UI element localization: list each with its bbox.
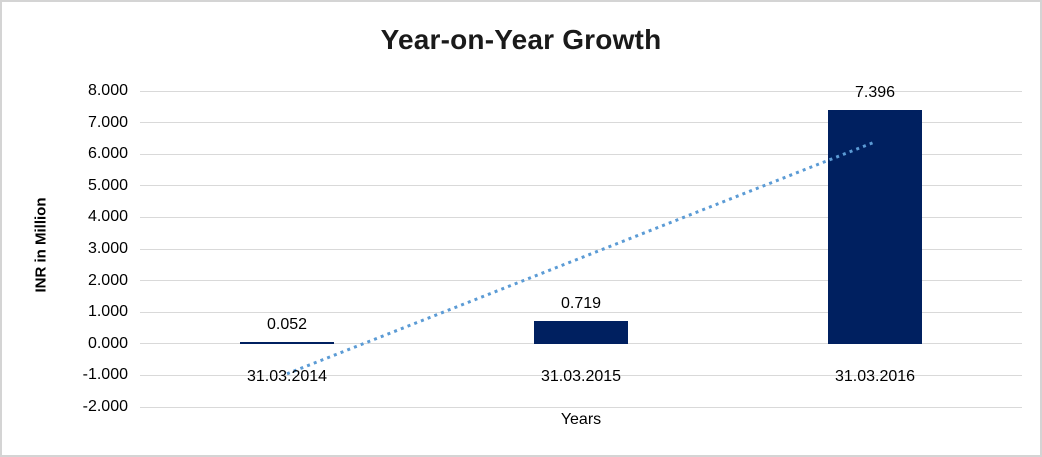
bar-value-label: 0.052 xyxy=(266,315,308,333)
gridline xyxy=(140,122,1022,124)
y-axis-tick-label: 6.000 xyxy=(87,145,128,163)
gridline xyxy=(140,374,1022,376)
y-axis-tick-label: 2.000 xyxy=(87,271,128,289)
bar-value-label: 0.719 xyxy=(560,295,602,313)
y-axis-tick-label: 1.000 xyxy=(87,303,128,321)
bar-value-label: 7.396 xyxy=(854,84,896,102)
y-axis-tick-label: -1.000 xyxy=(82,366,128,384)
y-axis-tick-label: 3.000 xyxy=(87,240,128,257)
bar xyxy=(828,110,922,344)
x-axis-category-label: 31.03.2014 xyxy=(246,367,328,385)
x-axis-title: Years xyxy=(560,411,602,428)
chart-title: Year-on-Year Growth xyxy=(380,24,662,55)
bar xyxy=(534,321,628,344)
y-axis-tick-label: 0.000 xyxy=(87,334,128,352)
y-axis-tick-label: 8.000 xyxy=(87,82,128,99)
gridline xyxy=(140,90,1022,92)
y-axis-tick-label: 4.000 xyxy=(87,208,128,226)
y-axis-tick-label: 7.000 xyxy=(87,113,128,131)
gridline xyxy=(140,406,1022,408)
x-axis-category-label: 31.03.2015 xyxy=(540,367,622,385)
y-axis-tick-label: -2.000 xyxy=(82,398,128,415)
bar xyxy=(240,341,334,344)
x-axis-category-label: 31.03.2016 xyxy=(834,367,916,385)
y-axis-tick-label: 5.000 xyxy=(87,176,128,194)
